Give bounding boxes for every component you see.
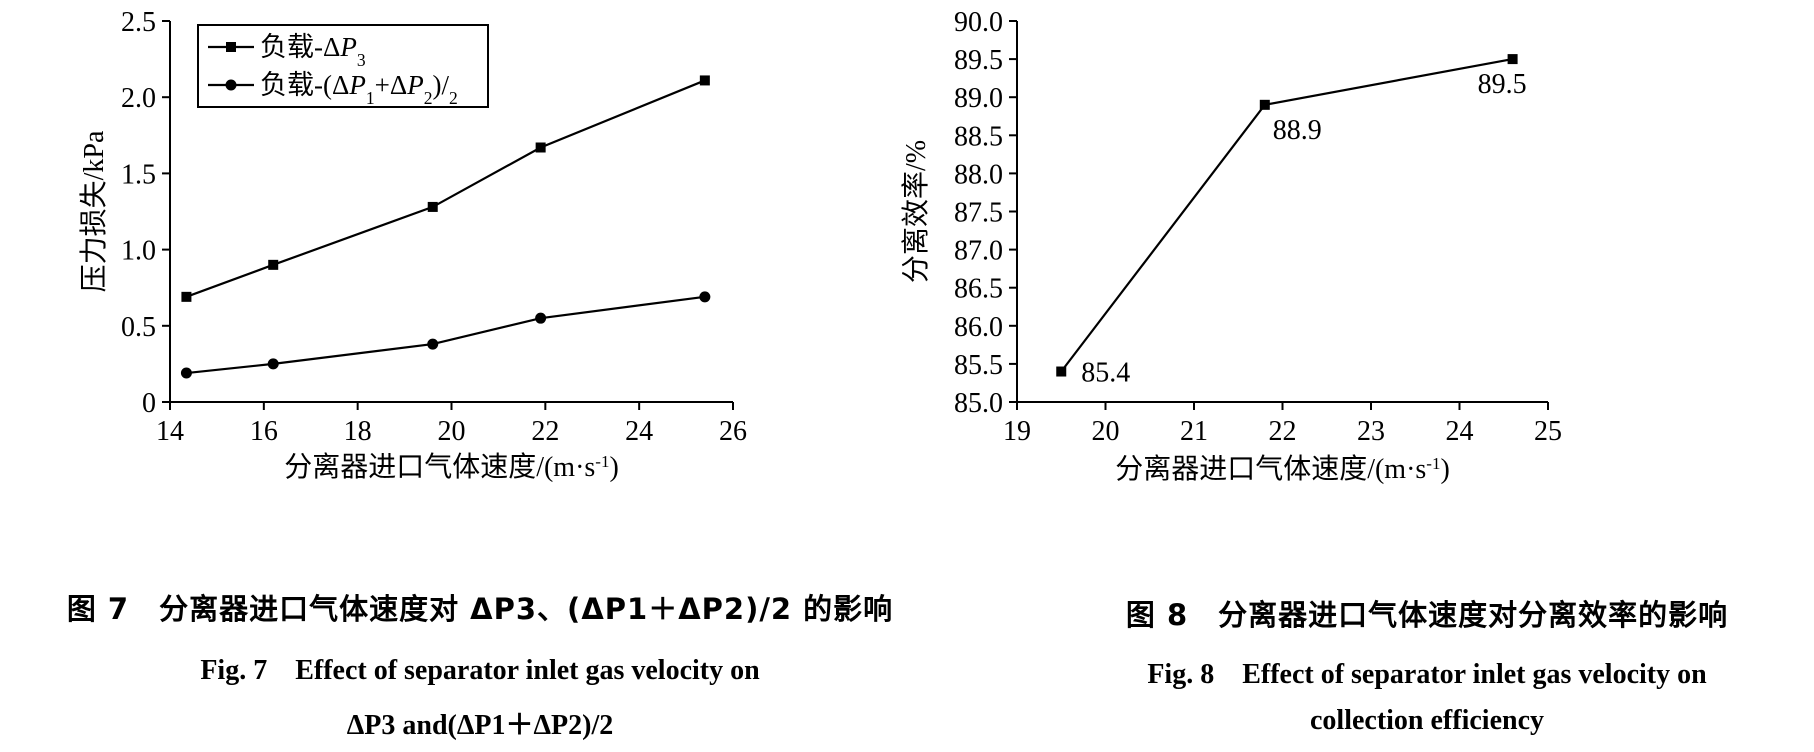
data-label: 88.9	[1273, 115, 1322, 146]
y-tick-label: 89.5	[954, 45, 1003, 76]
y-tick-label: 90.0	[954, 7, 1003, 38]
x-tick-label: 25	[1534, 416, 1562, 447]
legend-box	[197, 24, 489, 108]
fig7-caption-en-line1-text: Fig. 7 Effect of separator inlet gas vel…	[200, 655, 760, 686]
x-tick-label: 22	[1269, 416, 1297, 447]
fig7-caption-cn: 图 7 分离器进口气体速度对 ΔP3、(ΔP1＋ΔP2)/2 的影响	[0, 586, 960, 628]
series-line-1	[186, 79, 706, 298]
data-point-marker	[427, 201, 438, 212]
x-tick-label: 24	[625, 416, 653, 447]
data-point-marker	[699, 75, 710, 86]
chart-pressure-loss: 14 16 18 20 22 24 26 0 0.5 1.0 1.5 2.0 2.5 分离器进口气体速度/…	[78, 7, 747, 483]
y-tick-label: 86.0	[954, 312, 1003, 343]
data-point-marker	[268, 259, 279, 270]
y-tick-label: 87.0	[954, 236, 1003, 267]
x-tick-label: 26	[719, 416, 747, 447]
fig8-caption-en-line1: Fig. 8 Effect of separator inlet gas vel…	[1040, 652, 1814, 692]
legend-marker	[225, 79, 237, 91]
x-tick-label: 22	[531, 416, 559, 447]
fig8-caption-en-line2-text: collection efficiency	[1309, 705, 1544, 736]
fig7-caption-en-line2-text: ΔP3 and(ΔP1＋ΔP2)/2	[346, 710, 614, 741]
y-tick-label: 1.0	[121, 236, 156, 267]
y-tick-label: 88.0	[954, 159, 1003, 190]
data-point-marker	[535, 312, 547, 324]
data-point-marker	[267, 358, 279, 370]
x-tick-label: 23	[1357, 416, 1385, 447]
y-axis-label: 压力损失/kPa	[78, 130, 110, 292]
y-tick-label: 2.5	[121, 7, 156, 38]
data-label: 89.5	[1478, 69, 1527, 100]
fig7-caption-en-line1: Fig. 7 Effect of separator inlet gas vel…	[0, 648, 960, 688]
x-tick-label: 19	[1003, 416, 1031, 447]
chart-collection-efficiency: 19 20 21 22 23 24 25 85.0 85.5 86.0 86.5 87.0 87.5 88…	[900, 7, 1562, 485]
x-axis-label: 分离器进口气体速度/(m·s-1)	[284, 451, 619, 483]
y-axis-label: 分离效率/%	[900, 140, 932, 283]
x-tick-label: 24	[1446, 416, 1474, 447]
x-tick-label: 21	[1180, 416, 1208, 447]
fig8-caption-en-line2: collection efficiency	[1040, 705, 1814, 737]
y-tick-label: 89.0	[954, 83, 1003, 114]
data-point-marker	[535, 142, 546, 153]
legend-marker	[226, 42, 236, 52]
data-point-marker	[180, 367, 192, 379]
legend-label: 负载-(ΔP1+ΔP2)/2	[260, 70, 458, 108]
series-line-1	[1060, 58, 1513, 373]
y-tick-label: 85.0	[954, 388, 1003, 419]
y-tick-label: 1.5	[121, 159, 156, 190]
y-tick-label: 88.5	[954, 121, 1003, 152]
y-tick-label: 85.5	[954, 350, 1003, 381]
fig8-caption-en-line1-text: Fig. 8 Effect of separator inlet gas vel…	[1147, 659, 1707, 690]
data-point-marker	[1056, 366, 1067, 377]
data-point-marker	[181, 291, 192, 302]
fig8-caption-cn: 图 8 分离器进口气体速度对分离效率的影响	[1040, 592, 1814, 634]
data-label: 85.4	[1081, 358, 1130, 389]
fig7-caption-en-line2: ΔP3 and(ΔP1＋ΔP2)/2	[0, 703, 960, 743]
y-tick-label: 2.0	[121, 83, 156, 114]
fig7-caption-cn-text: 图 7 分离器进口气体速度对 ΔP3、(ΔP1＋ΔP2)/2 的影响	[66, 592, 894, 626]
x-tick-label: 14	[156, 416, 184, 447]
x-tick-label: 16	[250, 416, 278, 447]
data-point-marker	[699, 291, 711, 303]
x-tick-label: 20	[1092, 416, 1120, 447]
series-line-2	[186, 295, 705, 375]
y-tick-label: 87.5	[954, 198, 1003, 229]
data-point-marker	[1507, 54, 1518, 65]
legend-label: 负载-ΔP3	[260, 32, 366, 70]
x-tick-label: 18	[344, 416, 372, 447]
x-tick-label: 20	[438, 416, 466, 447]
data-point-marker	[427, 338, 439, 350]
y-tick-label: 86.5	[954, 274, 1003, 305]
fig8-caption-cn-text: 图 8 分离器进口气体速度对分离效率的影响	[1125, 598, 1729, 632]
x-axis-label: 分离器进口气体速度/(m·s-1)	[1115, 453, 1450, 485]
data-point-marker	[1259, 99, 1270, 110]
y-tick-label: 0.5	[121, 312, 156, 343]
y-tick-label: 0	[142, 388, 156, 419]
